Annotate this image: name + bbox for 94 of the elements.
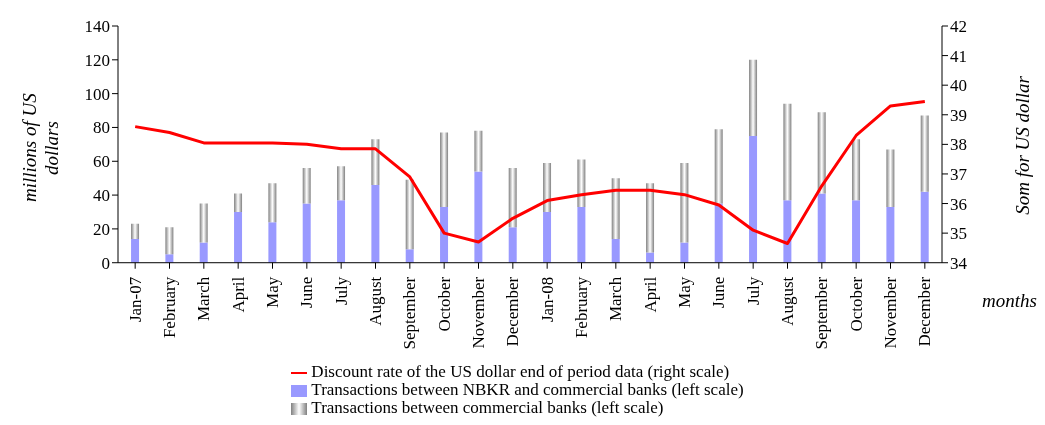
- y2-axis-title: Som for US dollar: [1012, 76, 1034, 215]
- bar: [440, 206, 449, 263]
- bar: [337, 200, 346, 263]
- y2-tick-label: 42: [950, 17, 967, 37]
- bar: [405, 249, 414, 263]
- x-tick-label: August: [366, 276, 385, 326]
- bar: [371, 139, 380, 185]
- bar: [474, 171, 483, 263]
- y-tick-label: 140: [84, 17, 110, 37]
- y-tick-label: 40: [93, 186, 110, 206]
- x-tick-label: September: [812, 276, 832, 350]
- bar: [165, 227, 174, 255]
- bar: [817, 112, 826, 194]
- bar: [714, 129, 723, 204]
- bar: [680, 242, 689, 263]
- bar: [508, 227, 517, 263]
- x-tick-label: June: [709, 276, 729, 308]
- bar: [852, 200, 861, 263]
- y2-tick-label: 37: [950, 164, 968, 184]
- bar: [199, 242, 208, 263]
- bar: [405, 179, 414, 250]
- y2-tick-label: 39: [950, 105, 967, 125]
- x-tick-label: August: [778, 276, 797, 326]
- bar: [474, 130, 483, 172]
- x-tick-label: March: [194, 276, 214, 322]
- x-tick-label: November: [469, 276, 488, 349]
- bar: [714, 203, 723, 263]
- y2-tick-label: 38: [950, 135, 967, 155]
- x-tick-label: November: [881, 276, 900, 349]
- bar: [234, 211, 243, 263]
- y2-tick-label: 34: [950, 253, 968, 273]
- y-axis-title: millions of US dollars: [19, 92, 63, 205]
- bar: [165, 254, 174, 263]
- x-tick-label: December: [503, 276, 523, 347]
- x-tick-label: October: [434, 276, 454, 332]
- bar: [302, 203, 311, 263]
- x-tick-label: June: [297, 276, 317, 308]
- x-tick-label: February: [572, 276, 591, 339]
- bar: [646, 183, 655, 253]
- bar: [131, 223, 140, 240]
- x-tick-label: March: [606, 276, 626, 322]
- y2-tick-label: 36: [950, 194, 967, 214]
- bar: [577, 159, 586, 207]
- x-tick-label: May: [263, 276, 282, 308]
- bar: [234, 193, 243, 212]
- x-tick-label: December: [915, 276, 935, 347]
- bar: [749, 59, 758, 136]
- x-tick-label: July: [331, 276, 351, 306]
- bar: [817, 193, 826, 263]
- bar: [199, 203, 208, 243]
- bar: [440, 132, 449, 207]
- bar: [886, 206, 895, 263]
- bar: [886, 149, 895, 207]
- legend-label: Transactions between commercial banks (left scale): [311, 397, 664, 417]
- y-tick-label: 80: [93, 118, 110, 138]
- y2-tick-label: 35: [950, 224, 967, 244]
- bar: [920, 191, 929, 263]
- bar: [783, 103, 792, 201]
- y-tick-label: 0: [101, 253, 110, 273]
- bar: [852, 139, 861, 201]
- y-tick-label: 120: [84, 50, 110, 70]
- y-tick-label: 20: [93, 219, 110, 239]
- y2-tick-label: 41: [950, 46, 967, 66]
- line-series: [133, 99, 927, 245]
- bar: [337, 166, 346, 201]
- x-tick-label: September: [400, 276, 420, 350]
- x-tick-label: February: [160, 276, 179, 339]
- x-tick-label: July: [743, 276, 763, 306]
- x-tick-label: May: [675, 276, 694, 308]
- bar: [371, 184, 380, 263]
- bar: [920, 115, 929, 192]
- bar: [749, 135, 758, 263]
- bar: [302, 168, 311, 204]
- legend-label: Discount rate of the US dollar end of period data (right scale): [311, 361, 730, 381]
- bar: [611, 178, 620, 240]
- bar: [268, 222, 277, 263]
- y2-tick-label: 40: [950, 76, 967, 96]
- x-axis-title: months: [982, 290, 1037, 312]
- x-tick-label: April: [228, 276, 248, 313]
- bar: [543, 162, 552, 212]
- y-tick-label: 100: [84, 84, 110, 104]
- y-tick-label: 60: [93, 152, 110, 172]
- bar: [611, 239, 620, 263]
- x-tick-label: Jan-07: [125, 276, 145, 323]
- x-tick-label: October: [846, 276, 866, 332]
- bar: [543, 211, 552, 263]
- bar: [577, 206, 586, 263]
- x-tick-label: Jan-08: [537, 276, 557, 323]
- bar: [131, 239, 140, 263]
- x-tick-label: April: [640, 276, 660, 313]
- bar: [508, 168, 517, 228]
- bar: [680, 162, 689, 243]
- bar: [783, 200, 792, 263]
- bar: [268, 183, 277, 223]
